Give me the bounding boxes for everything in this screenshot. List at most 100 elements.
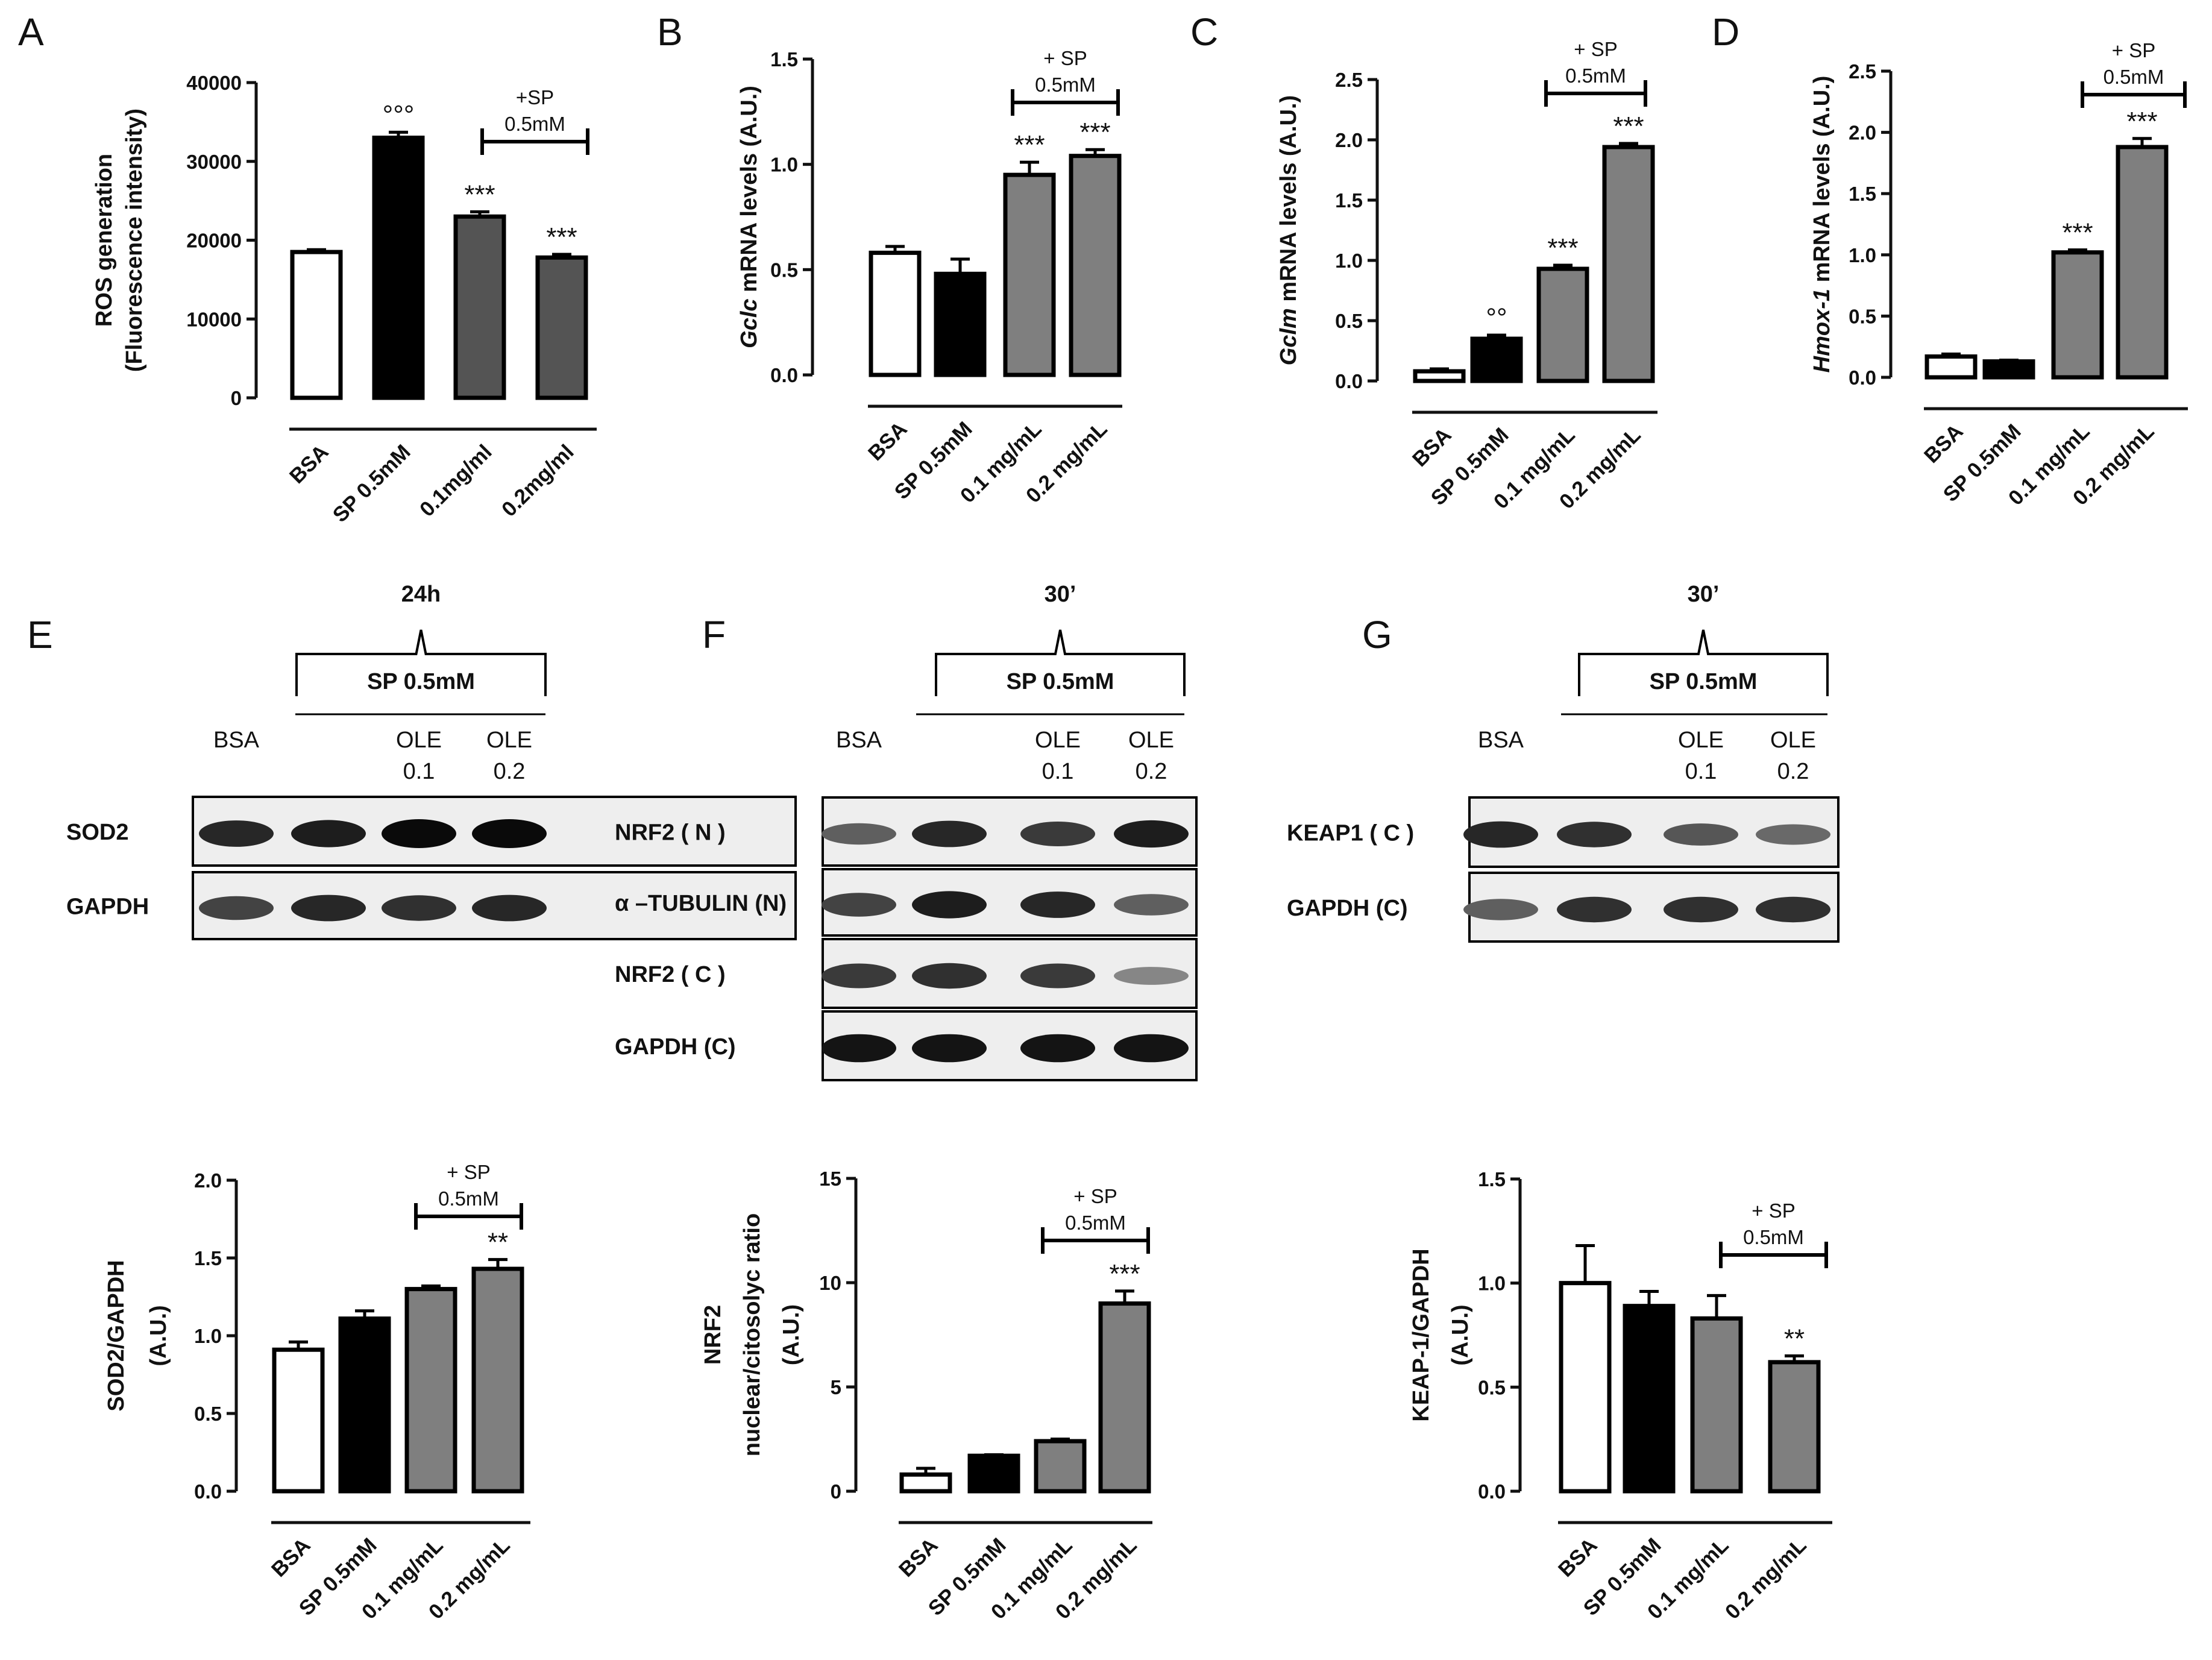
- blot-band: [822, 823, 896, 845]
- blot-band: [822, 963, 896, 989]
- bar-4: [1069, 154, 1122, 377]
- lane-label: 0.2: [494, 759, 526, 784]
- treatment-label: SP 0.5mM: [1007, 669, 1114, 694]
- bar-4: [471, 1266, 524, 1494]
- blot-row-label: KEAP1 ( C ): [1287, 821, 1414, 846]
- lane-label: BSA: [213, 728, 260, 753]
- bracket-brace: [935, 629, 1186, 696]
- panel-letter-B: B: [657, 10, 683, 54]
- bar-2: [967, 1453, 1020, 1494]
- y-axis-label: (A.U.): [146, 1305, 171, 1366]
- western-blot-G: 30’ SP 0.5mM BSA OLE 0.1 OLE 0.2 KEAP1 ( C ) GAP…: [1287, 582, 1840, 943]
- y-tick-label: 0.5: [1478, 1376, 1506, 1398]
- blot-band: [1114, 894, 1189, 916]
- x-category-label: BSA: [864, 417, 912, 465]
- bar-4: [535, 255, 588, 400]
- panel-letter-D: D: [1712, 10, 1739, 54]
- x-category-label: 0.2mg/ml: [497, 440, 579, 521]
- y-tick-label: 2.0: [1335, 129, 1363, 151]
- significance-label: ***: [2126, 107, 2157, 136]
- significance-label: ***: [464, 180, 495, 209]
- bar-3: [404, 1287, 457, 1494]
- blot-row-label: NRF2 ( C ): [615, 962, 726, 987]
- bracket-label: 0.5mM: [438, 1187, 499, 1210]
- lane-label: BSA: [836, 728, 882, 753]
- bar-1: [1413, 369, 1466, 383]
- y-tick-label: 0.0: [194, 1480, 222, 1503]
- western-blot-F: 30’ SP 0.5mM BSA OLE 0.1 OLE 0.2 NRF2 ( N ) α –T…: [615, 582, 1198, 1081]
- bar-3: [1003, 172, 1056, 377]
- y-tick-label: 0.5: [770, 259, 798, 281]
- blot-band: [291, 820, 366, 847]
- y-tick-label: 2.5: [1335, 69, 1363, 91]
- bar-1: [869, 250, 922, 377]
- y-tick-label: 1.5: [194, 1247, 222, 1269]
- bracket-label: 0.5mM: [1565, 64, 1626, 87]
- y-axis-label: (A.U.): [1448, 1304, 1473, 1365]
- y-tick-label: 1.0: [770, 154, 798, 176]
- y-tick-label: 1.5: [770, 48, 798, 71]
- bar-3: [453, 214, 506, 400]
- x-category-label: BSA: [894, 1533, 943, 1582]
- lane-label: 0.1: [1042, 759, 1074, 784]
- blot-band: [1114, 820, 1189, 848]
- y-tick-label: 40000: [186, 72, 242, 94]
- y-axis-label: (Fluorescence intensity): [122, 108, 147, 372]
- y-tick-label: 10: [819, 1272, 841, 1294]
- y-tick-label: 0.0: [1478, 1480, 1506, 1503]
- chart-A: 0 10000 20000 30000 40000 ROS generation (Fluo…: [92, 72, 597, 527]
- lane-label: OLE: [486, 728, 532, 753]
- blot-band: [1114, 967, 1189, 985]
- bar-3: [2051, 250, 2104, 380]
- y-tick-label: 1.0: [1478, 1272, 1506, 1295]
- blot-band: [822, 893, 896, 917]
- blot-band: [1664, 823, 1738, 846]
- bracket-label: + SP: [2112, 39, 2155, 61]
- y-tick-label: 1.5: [1335, 189, 1363, 212]
- significance-label: ***: [2062, 218, 2093, 248]
- lane-label: OLE: [1770, 728, 1816, 753]
- y-axis-label: (A.U.): [779, 1304, 804, 1365]
- lane-label: 0.2: [1777, 759, 1809, 784]
- bar-1: [1559, 1281, 1612, 1494]
- y-tick-label: 0: [231, 387, 242, 409]
- bracket-label: + SP: [1574, 38, 1617, 60]
- bracket-brace: [1578, 629, 1829, 696]
- time-label: 24h: [401, 582, 441, 607]
- bracket-label: 0.5mM: [1743, 1226, 1804, 1248]
- y-tick-label: 1.0: [1849, 244, 1876, 266]
- blot-band: [1664, 896, 1738, 923]
- x-category-label: 0.1mg/ml: [415, 440, 497, 521]
- x-category-label: BSA: [1554, 1533, 1602, 1582]
- y-axis-label: KEAP-1/GAPDH: [1409, 1248, 1434, 1421]
- y-tick-label: 1.5: [1478, 1168, 1506, 1190]
- lane-label: 0.1: [403, 759, 435, 784]
- blot-band: [912, 963, 987, 989]
- y-axis-label: nuclear/citosolyc ratio: [740, 1213, 765, 1456]
- bracket-label: +SP: [516, 86, 554, 108]
- bracket-brace: [295, 629, 547, 696]
- y-tick-label: 2.0: [194, 1169, 222, 1192]
- lane-label: OLE: [396, 728, 442, 753]
- bar-1: [290, 250, 343, 400]
- bar-2: [338, 1316, 391, 1494]
- blot-band: [291, 894, 366, 922]
- significance-label: ***: [546, 222, 577, 252]
- lane-label: OLE: [1678, 728, 1724, 753]
- blot-band: [1114, 1034, 1189, 1063]
- panel-letter-G: G: [1362, 613, 1392, 656]
- y-tick-label: 2.0: [1849, 122, 1876, 144]
- blot-band: [912, 820, 987, 847]
- x-category-label: BSA: [1408, 423, 1456, 471]
- significance-label: ***: [1079, 118, 1110, 147]
- y-axis-label: NRF2: [700, 1305, 726, 1365]
- bar-3: [1690, 1316, 1743, 1494]
- blot-band: [912, 1034, 987, 1063]
- y-tick-label: 20000: [186, 230, 242, 252]
- blot-band: [382, 819, 456, 848]
- y-tick-label: 0.5: [1335, 310, 1363, 332]
- bracket-label: + SP: [1043, 47, 1087, 69]
- bracket-label: 0.5mM: [504, 113, 565, 135]
- bar-2: [934, 271, 987, 377]
